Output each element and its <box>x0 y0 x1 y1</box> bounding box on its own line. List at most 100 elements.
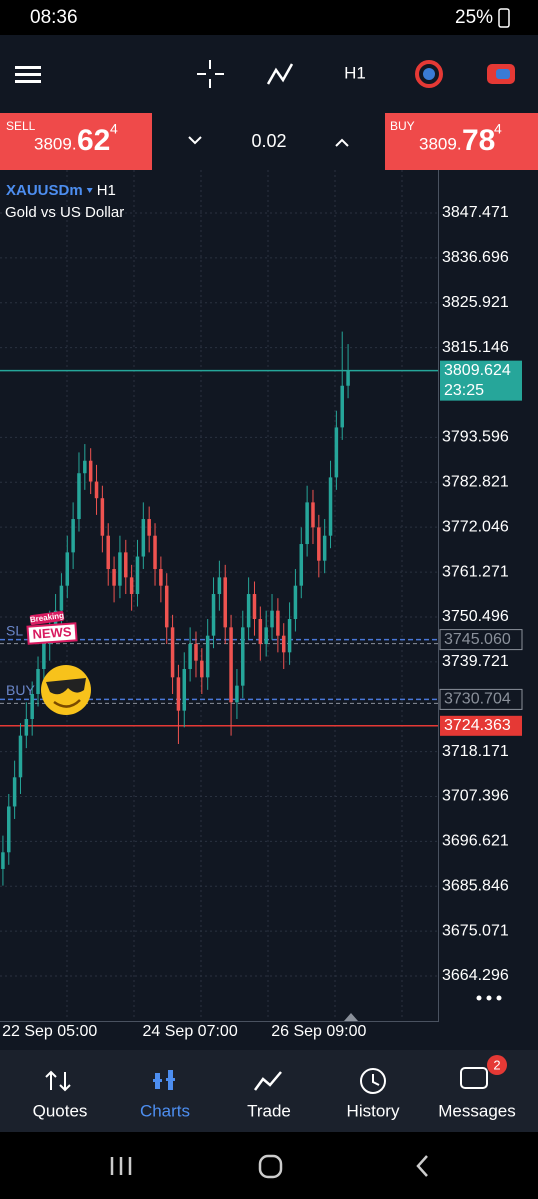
sell-price-big: 62 <box>77 124 110 157</box>
messages-badge: 2 <box>493 1057 500 1072</box>
nav-label[interactable]: History <box>347 1101 400 1120</box>
history-icon <box>360 1068 386 1094</box>
trade-icon-inner <box>496 69 510 79</box>
menu-icon[interactable] <box>15 66 41 69</box>
y-tick-label: 3707.396 <box>442 788 509 805</box>
candle-body <box>246 594 251 628</box>
chart-symbol[interactable]: XAUUSDm <box>6 182 83 199</box>
symbol-dropdown <box>86 188 93 193</box>
candle-body <box>36 669 40 694</box>
candle-body <box>270 610 274 628</box>
nav-label[interactable]: Charts <box>140 1101 190 1120</box>
candle-body <box>194 644 198 661</box>
candle-body <box>217 577 222 595</box>
candle-body <box>153 535 157 570</box>
one-click-icon-inner <box>423 68 435 80</box>
candle-body <box>258 619 263 645</box>
messages-icon <box>460 1067 488 1089</box>
y-tick-label: 3685.846 <box>442 877 509 894</box>
candle-body <box>24 718 29 736</box>
candle-body <box>129 577 134 595</box>
buy-price-main: 3809. <box>419 134 462 153</box>
candle-body <box>30 693 34 719</box>
candle-body <box>235 685 239 703</box>
candle-body <box>106 535 110 570</box>
nav-label[interactable]: Trade <box>247 1101 291 1120</box>
candle-body <box>200 660 204 678</box>
y-tick-label: 3675.071 <box>442 922 509 939</box>
y-tick-label: 3696.621 <box>442 833 509 850</box>
lot-size[interactable]: 0.02 <box>251 131 286 151</box>
candle-body <box>94 481 99 499</box>
battery-icon <box>498 8 510 28</box>
sell-button[interactable] <box>0 113 152 170</box>
home-button[interactable] <box>258 1154 283 1179</box>
candle-body <box>305 502 309 545</box>
more-dot <box>496 995 502 1001</box>
lot-increase[interactable] <box>335 138 349 147</box>
candle-body <box>340 385 344 428</box>
candle-body <box>118 552 122 586</box>
recents-button[interactable] <box>110 1157 132 1175</box>
charts-icon <box>153 1070 175 1090</box>
candle-body <box>276 610 280 636</box>
candle-body <box>164 585 169 628</box>
line-tag: BUY <box>6 682 35 698</box>
indicators-icon[interactable] <box>266 63 294 85</box>
chart: 3847.471 3836.696 3825.921 3815.146 3793.596… <box>0 170 523 1040</box>
nav-label[interactable]: Messages <box>438 1101 515 1120</box>
candle-body <box>65 552 70 586</box>
y-tick-label: 3750.496 <box>442 608 509 625</box>
sell-price-main: 3809. <box>34 134 77 153</box>
price-label: 3745.060 <box>444 631 511 648</box>
candle-body <box>334 427 339 478</box>
more-dot[interactable] <box>476 995 482 1001</box>
y-tick-label: 3836.696 <box>442 249 509 266</box>
candle-body <box>88 460 93 482</box>
price-label: 3809.624 <box>444 362 511 379</box>
price-label-box <box>440 360 522 401</box>
y-tick-label: 3825.921 <box>442 294 509 311</box>
candle-body <box>59 585 64 611</box>
price-label: 3730.704 <box>444 691 511 708</box>
price-label-box <box>439 629 523 651</box>
price-label: 3724.363 <box>444 717 511 734</box>
buy-button[interactable] <box>385 113 538 170</box>
candle-body <box>322 535 327 561</box>
candle-body <box>346 370 350 386</box>
candle-body <box>124 552 128 578</box>
one-click-icon[interactable] <box>415 60 443 88</box>
y-tick-label: 3772.046 <box>442 518 509 535</box>
candle-body <box>7 806 11 853</box>
bottom-nav <box>0 1050 538 1132</box>
y-tick-label: 3793.596 <box>442 429 509 446</box>
lot-decrease[interactable] <box>188 136 202 145</box>
y-tick-label: 3761.271 <box>442 563 509 580</box>
history-icon-hands <box>372 1074 380 1086</box>
system-buttons <box>110 1154 428 1179</box>
line-tag: SL <box>6 622 23 638</box>
nav-items: Quotes Charts Trade History Messages <box>33 1101 516 1120</box>
timeframe-button[interactable]: H1 <box>344 63 366 82</box>
candle-body <box>182 669 187 711</box>
candle-body <box>299 544 304 586</box>
nav-label[interactable]: Quotes <box>33 1101 88 1120</box>
candle-body <box>170 627 175 678</box>
emoji-glasses <box>46 678 86 695</box>
chart-timeframe: H1 <box>97 182 116 199</box>
candle-body <box>317 527 321 561</box>
candle-body <box>293 585 298 620</box>
scroll-marker <box>344 1013 358 1021</box>
x-tick-label: 22 Sep 05:00 <box>2 1023 97 1040</box>
crosshair-icon[interactable] <box>197 60 224 88</box>
sell-price-sup: 4 <box>110 121 118 137</box>
sticker-bottom: NEWS <box>32 624 72 642</box>
y-tick-label: 3782.821 <box>442 474 509 491</box>
candle-body <box>241 627 245 686</box>
candle-body <box>147 519 151 536</box>
status-battery: 25% <box>455 7 493 28</box>
more-dot <box>486 995 492 1001</box>
back-button[interactable] <box>416 1155 428 1177</box>
price-label-box <box>440 715 522 736</box>
y-tick-label: 3718.171 <box>442 743 509 760</box>
